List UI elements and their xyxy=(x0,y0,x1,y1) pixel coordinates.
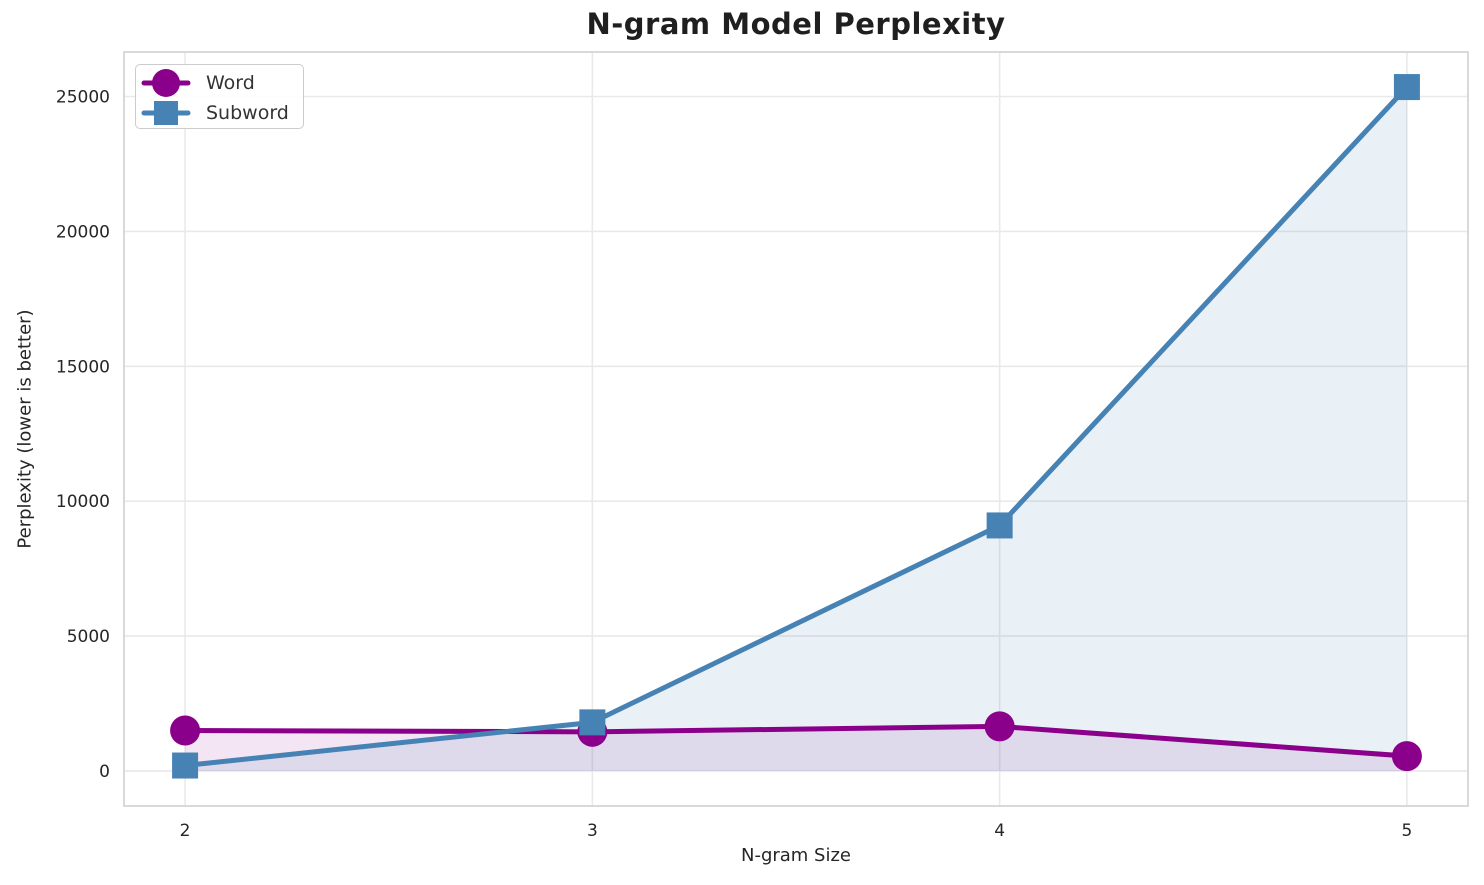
x-tick-label: 5 xyxy=(1401,821,1412,841)
legend: Word Subword xyxy=(135,64,304,129)
subword-point-2 xyxy=(172,752,199,779)
area-fills xyxy=(185,87,1407,771)
x-tick-label: 2 xyxy=(180,821,191,841)
word-line xyxy=(182,723,1410,759)
legend-item-subword: Subword xyxy=(140,98,289,128)
y-tick-label: 20000 xyxy=(56,222,110,242)
plot-frame xyxy=(123,51,1469,807)
word-marker-icon xyxy=(141,69,191,97)
subword-legend-handle xyxy=(141,101,191,125)
subword-point-3 xyxy=(579,709,606,736)
gridlines xyxy=(124,52,1468,806)
word-point-5 xyxy=(1391,741,1422,772)
legend-handle-marker xyxy=(154,101,178,125)
legend-label-subword: Subword xyxy=(206,102,289,124)
word-area-fill xyxy=(185,726,1407,771)
y-tick-label: 15000 xyxy=(56,357,110,377)
legend-label-word: Word xyxy=(206,72,255,94)
subword-line xyxy=(182,84,1410,769)
subword-point-5 xyxy=(1393,74,1420,101)
x-tick-label: 4 xyxy=(994,821,1005,841)
legend-handle-marker xyxy=(152,69,180,97)
word-series xyxy=(170,711,1422,772)
y-axis-label: Perplexity (lower is better) xyxy=(14,309,36,549)
subword-point-4 xyxy=(986,512,1013,539)
x-tick-label: 3 xyxy=(587,821,598,841)
subword-area-fill xyxy=(185,87,1407,771)
word-point-4 xyxy=(984,711,1015,742)
tick-labels: 2 3 4 5 0 5000 10000 15000 20000 25000 xyxy=(56,88,1412,841)
y-tick-label: 25000 xyxy=(56,88,110,108)
subword-marker-icon xyxy=(141,101,191,125)
chart-title: N-gram Model Perplexity xyxy=(586,7,1006,41)
y-tick-label: 5000 xyxy=(67,627,110,647)
y-tick-label: 10000 xyxy=(56,492,110,512)
word-legend-handle xyxy=(141,69,191,97)
word-point-2 xyxy=(170,715,201,746)
subword-series xyxy=(172,74,1420,779)
x-axis-label: N-gram Size xyxy=(740,845,852,866)
legend-item-word: Word xyxy=(140,68,289,98)
y-tick-label: 0 xyxy=(99,762,110,782)
